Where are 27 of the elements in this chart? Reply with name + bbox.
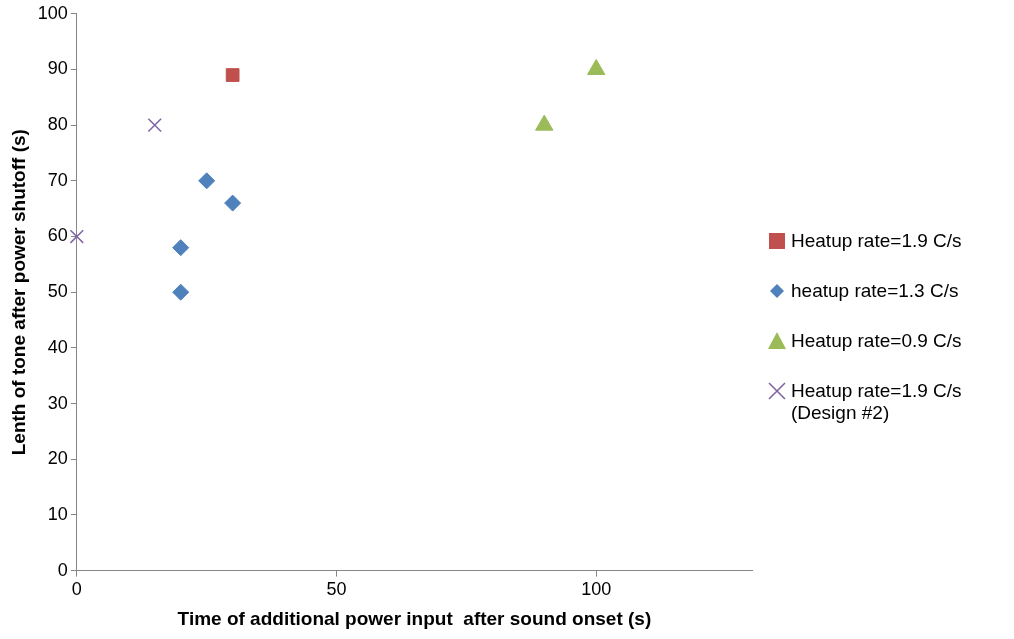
- point: [172, 283, 190, 301]
- point: [69, 229, 84, 244]
- point: [225, 68, 240, 82]
- point: [147, 118, 162, 133]
- legend-label: Heatup rate=1.9 C/s (Design #2): [791, 380, 963, 424]
- point: [198, 172, 216, 190]
- point: [172, 239, 190, 257]
- point: [224, 194, 242, 212]
- y-tick-label: 20: [47, 448, 68, 469]
- y-axis-title: Lenth of tone after power shutoff (s): [7, 129, 29, 456]
- y-tick-label: 0: [57, 559, 68, 580]
- legend-label: heatup rate=1.3 C/s: [791, 280, 959, 302]
- y-tick-label: 100: [37, 2, 68, 23]
- y-tick-label: 80: [47, 114, 68, 135]
- y-tick-label: 30: [47, 392, 68, 413]
- x-tick-label: 50: [326, 579, 347, 600]
- y-tick-label: 70: [47, 169, 68, 190]
- y-tick-label: 10: [47, 503, 68, 524]
- legend-label: Heatup rate=0.9 C/s: [791, 330, 962, 352]
- y-tick-label: 90: [47, 58, 68, 79]
- x-tick-label: 0: [71, 579, 82, 600]
- y-tick-label: 50: [47, 281, 68, 302]
- x-tick-label: 100: [581, 579, 612, 600]
- x-axis-title: Time of additional power input after sound onset (s): [177, 607, 652, 629]
- y-tick-label: 40: [47, 336, 68, 357]
- legend-label: Heatup rate=1.9 C/s: [791, 230, 962, 252]
- y-tick-label: 60: [47, 225, 68, 246]
